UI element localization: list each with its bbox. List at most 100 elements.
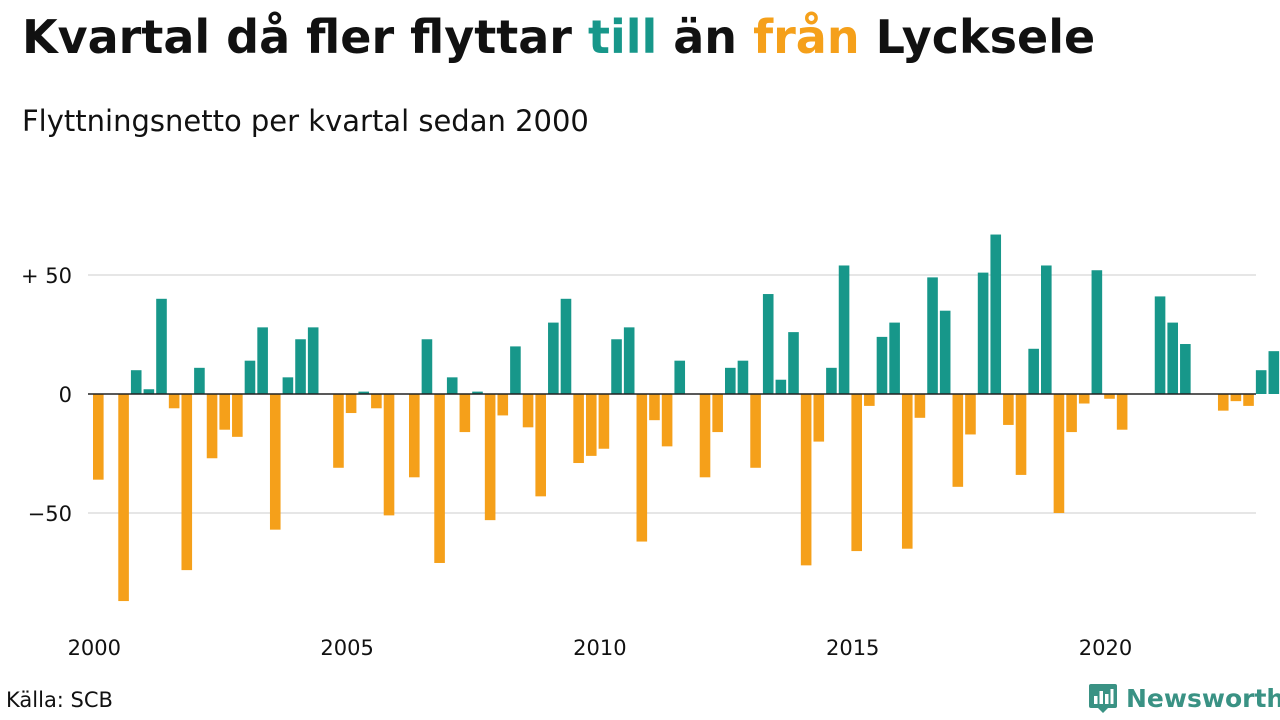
y-tick-label: −50 [28, 502, 72, 526]
y-tick-label: + 50 [21, 264, 72, 288]
bar-2001-q1 [143, 389, 155, 394]
brand-name: Newsworthy [1126, 683, 1280, 713]
x-tick-label: 2000 [68, 636, 121, 660]
bar-2008-q4 [535, 394, 546, 497]
bar-2009-q3 [573, 394, 584, 464]
bar-2004-q2 [307, 327, 319, 394]
bar-2001-q3 [168, 394, 180, 409]
bar-2009-q1 [548, 322, 559, 394]
bar-2007-q3 [472, 391, 483, 394]
bar-2016-q4 [939, 310, 951, 394]
chart-title: Kvartal då fler flyttar till än från Lyc… [22, 10, 1095, 64]
bar-2019-q3 [1078, 394, 1090, 404]
bar-2020-q1 [1104, 394, 1115, 399]
bar-2023-q1 [1255, 370, 1267, 394]
bar-2000-q4 [130, 370, 142, 394]
newsworthy-logo-icon [1089, 684, 1117, 713]
bar-2016-q3 [927, 277, 938, 394]
bar-2013-q1 [750, 394, 761, 468]
bar-2009-q2 [560, 298, 572, 394]
bar-2000-q1 [93, 394, 104, 480]
bar-2018-q4 [1041, 265, 1052, 394]
bar-2019-q1 [1053, 394, 1065, 513]
chart-subtitle: Flyttningsnetto per kvartal sedan 2000 [22, 104, 589, 138]
bar-2010-q1 [598, 394, 610, 449]
x-tick-label: 2020 [1079, 636, 1132, 660]
bar-2017-q3 [977, 272, 989, 394]
bar-2018-q2 [1015, 394, 1027, 475]
bar-2013-q3 [775, 379, 787, 394]
bar-2006-q2 [409, 394, 420, 478]
bar-2006-q3 [421, 339, 433, 394]
bar-2000-q3 [118, 394, 129, 602]
bar-2009-q4 [585, 394, 597, 456]
bar-2015-q1 [851, 394, 862, 552]
bar-2017-q4 [990, 234, 1002, 394]
bar-2003-q4 [282, 377, 294, 394]
bar-2022-q3 [1230, 394, 1242, 402]
bar-2019-q4 [1091, 270, 1103, 394]
bars [93, 234, 1280, 602]
x-tick-label: 2015 [826, 636, 879, 660]
bar-2007-q2 [459, 394, 471, 433]
title-part-fran: från [753, 10, 860, 64]
bar-2022-q2 [1217, 394, 1229, 411]
bar-2002-q1 [194, 367, 205, 394]
bar-2019-q2 [1066, 394, 1077, 433]
brand-logo: Newsworthy [1088, 682, 1280, 714]
bar-2021-q2 [1167, 322, 1178, 394]
bar-2018-q3 [1028, 348, 1039, 394]
bar-2002-q4 [232, 394, 243, 437]
bar-2005-q2 [358, 391, 370, 394]
bar-2010-q4 [636, 394, 648, 542]
bar-2005-q1 [345, 394, 357, 414]
bar-2023-q2 [1268, 351, 1280, 394]
source-note: Källa: SCB [6, 688, 113, 712]
bar-2005-q3 [371, 394, 382, 409]
bar-2013-q4 [788, 332, 799, 394]
bar-2005-q4 [383, 394, 395, 516]
bar-2002-q2 [206, 394, 218, 459]
axis-labels: + 50 0 −50 2000 2005 2010 2015 2020 [21, 264, 1132, 660]
bar-2011-q3 [674, 360, 686, 394]
bar-2002-q3 [219, 394, 230, 430]
y-tick-label: 0 [59, 383, 72, 407]
bar-2010-q2 [611, 339, 622, 394]
bar-2003-q2 [257, 327, 268, 394]
bar-2016-q1 [901, 394, 913, 549]
bar-2015-q3 [876, 336, 888, 394]
bar-2007-q1 [446, 377, 458, 394]
bar-2001-q2 [156, 298, 167, 394]
bar-2012-q4 [737, 360, 749, 394]
bar-2003-q1 [244, 360, 256, 394]
bar-2001-q4 [181, 394, 193, 571]
bar-2007-q4 [484, 394, 496, 521]
bar-2004-q4 [333, 394, 344, 468]
bar-2008-q2 [510, 346, 521, 394]
bar-2014-q4 [838, 265, 850, 394]
x-tick-label: 2010 [573, 636, 626, 660]
bar-2008-q1 [497, 394, 509, 416]
bar-2012-q3 [725, 367, 736, 394]
bar-2018-q1 [1003, 394, 1014, 425]
bar-2014-q1 [800, 394, 812, 566]
bar-2017-q2 [965, 394, 976, 435]
bar-2003-q3 [269, 394, 281, 530]
bar-2021-q1 [1154, 296, 1166, 394]
bar-2015-q4 [889, 322, 900, 394]
bar-2014-q3 [826, 367, 837, 394]
bar-2006-q4 [434, 394, 445, 563]
bar-2017-q1 [952, 394, 964, 487]
x-tick-label: 2005 [320, 636, 373, 660]
bar-2015-q2 [864, 394, 875, 406]
title-part-3: än [657, 10, 754, 64]
title-part-1: Kvartal då fler flyttar [22, 10, 588, 64]
title-part-till: till [587, 10, 658, 64]
bar-2008-q3 [522, 394, 534, 428]
bar-2022-q4 [1243, 394, 1254, 406]
bar-2016-q2 [914, 394, 926, 418]
bar-2012-q2 [712, 394, 723, 433]
bar-2014-q2 [813, 394, 825, 442]
bar-2011-q2 [661, 394, 673, 447]
